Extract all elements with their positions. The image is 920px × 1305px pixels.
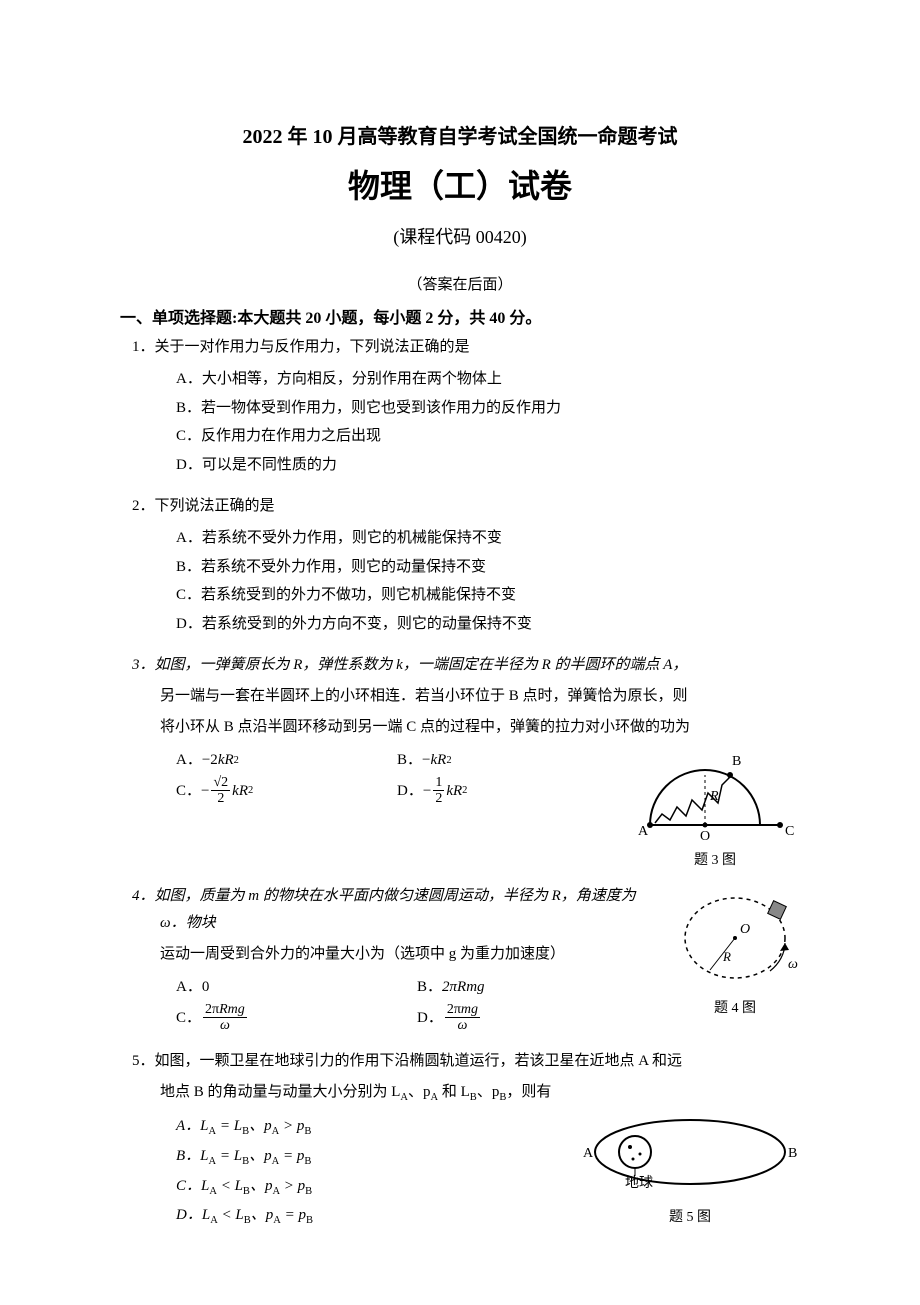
- q5-stem1: 5．如图，一颗卫星在地球引力的作用下沿椭圆轨道运行，若该卫星在近地点 A 和远: [120, 1048, 800, 1075]
- q4-figure: O R ω 题 4 图: [670, 883, 800, 1034]
- q3-figure-caption: 题 3 图: [630, 849, 800, 869]
- q1-option-d: D．可以是不同性质的力: [120, 451, 800, 480]
- question-5: 5．如图，一颗卫星在地球引力的作用下沿椭圆轨道运行，若该卫星在近地点 A 和远 …: [120, 1048, 800, 1232]
- svg-text:O: O: [700, 829, 710, 844]
- exam-header: 2022 年 10 月高等教育自学考试全国统一命题考试: [120, 120, 800, 149]
- svg-text:C: C: [785, 824, 794, 839]
- q2-option-a: A．若系统不受外力作用，则它的机械能保持不变: [120, 524, 800, 553]
- q2-option-b: B．若系统不受外力作用，则它的动量保持不变: [120, 553, 800, 582]
- section-header: 一、单项选择题:本大题共 20 小题，每小题 2 分，共 40 分。: [120, 304, 800, 328]
- q4-figure-caption: 题 4 图: [670, 997, 800, 1017]
- q4-option-d: D．2πmgω: [417, 1002, 658, 1034]
- svg-text:B: B: [788, 1146, 797, 1161]
- svg-text:O: O: [740, 922, 750, 937]
- q3-option-b: B．−kR2: [397, 745, 618, 775]
- q2-stem: 2．下列说法正确的是: [120, 493, 800, 520]
- answer-note: （答案在后面）: [120, 273, 800, 294]
- q3-option-c: C．−√22kR2: [176, 775, 397, 807]
- q3-stem1: 3．如图，一弹簧原长为 R，弹性系数为 k，一端固定在半径为 R 的半圆环的端点…: [120, 652, 800, 679]
- q4-option-c: C．2πRmgω: [176, 1002, 417, 1034]
- q1-option-c: C．反作用力在作用力之后出现: [120, 422, 800, 451]
- q3-option-d: D．−12kR2: [397, 775, 618, 807]
- svg-text:ω: ω: [788, 957, 798, 972]
- svg-text:R: R: [722, 949, 731, 964]
- exam-title: 物理（工）试卷: [120, 161, 800, 207]
- q3-stem2: 另一端与一套在半圆环上的小环相连．若当小环位于 B 点时，弹簧恰为原长，则: [120, 683, 800, 710]
- svg-text:B: B: [732, 754, 741, 769]
- q4-option-a: A．0: [176, 972, 417, 1002]
- q4-option-b: B．2πRmg: [417, 972, 658, 1002]
- q5-stem2: 地点 B 的角动量与动量大小分别为 LA、pA 和 LB、pB，则有: [120, 1079, 800, 1108]
- q3-stem3: 将小环从 B 点沿半圆环移动到另一端 C 点的过程中，弹簧的拉力对小环做的功为: [120, 714, 800, 741]
- q1-option-a: A．大小相等，方向相反，分别作用在两个物体上: [120, 365, 800, 394]
- q4-stem2: 运动一周受到合外力的冲量大小为（选项中 g 为重力加速度）: [120, 941, 658, 968]
- q5-figure: 地球 A B 题 5 图: [580, 1112, 800, 1232]
- q2-option-c: C．若系统受到的外力不做功，则它机械能保持不变: [120, 581, 800, 610]
- q5-option-b: B．LA = LB、pA = pB: [120, 1142, 568, 1172]
- q3-option-a: A．−2kR2: [176, 745, 397, 775]
- svg-text:A: A: [583, 1146, 594, 1161]
- svg-text:地球: 地球: [625, 1175, 653, 1191]
- q1-stem: 1．关于一对作用力与反作用力，下列说法正确的是: [120, 334, 800, 361]
- q5-option-a: A．LA = LB、pA > pB: [120, 1112, 568, 1142]
- svg-text:A: A: [638, 824, 649, 839]
- q5-figure-caption: 题 5 图: [580, 1206, 800, 1226]
- question-4: 4．如图，质量为 m 的物块在水平面内做匀速圆周运动，半径为 R，角速度为 ω．…: [120, 883, 800, 1034]
- q5-option-d: D．LA < LB、pA = pB: [120, 1201, 568, 1231]
- q5-option-c: C．LA < LB、pA > pB: [120, 1172, 568, 1202]
- question-2: 2．下列说法正确的是 A．若系统不受外力作用，则它的机械能保持不变 B．若系统不…: [120, 493, 800, 638]
- question-3: 3．如图，一弹簧原长为 R，弹性系数为 k，一端固定在半径为 R 的半圆环的端点…: [120, 652, 800, 869]
- course-code: (课程代码 00420): [120, 223, 800, 249]
- q2-option-d: D．若系统受到的外力方向不变，则它的动量保持不变: [120, 610, 800, 639]
- question-1: 1．关于一对作用力与反作用力，下列说法正确的是 A．大小相等，方向相反，分别作用…: [120, 334, 800, 479]
- svg-text:R: R: [709, 789, 719, 804]
- q3-figure: A B C O R 题 3 图: [630, 745, 800, 869]
- q4-stem1: 4．如图，质量为 m 的物块在水平面内做匀速圆周运动，半径为 R，角速度为 ω．…: [120, 883, 658, 937]
- q1-option-b: B．若一物体受到作用力，则它也受到该作用力的反作用力: [120, 394, 800, 423]
